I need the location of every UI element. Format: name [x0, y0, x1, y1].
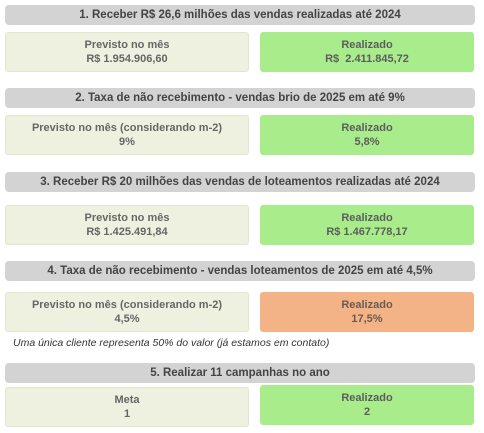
- kpi-1-title: 1. Receber R$ 26,6 milhões das vendas re…: [5, 5, 475, 25]
- kpi-2-title: 2. Taxa de não recebimento - vendas brio…: [5, 88, 475, 108]
- kpi-1-planned-label: Previsto no mês: [84, 39, 170, 51]
- kpi-5-actual-label: Realizado: [341, 392, 393, 404]
- kpi-3-planned-value: R$ 1.425.491,84: [86, 226, 168, 238]
- kpi-3-actual-value: R$ 1.467.778,17: [326, 226, 408, 238]
- kpi-4-planned-value: 4,5%: [114, 313, 140, 325]
- kpi-2-planned-label: Previsto no mês (considerando m-2): [31, 122, 223, 134]
- kpi-3-title: 3. Receber R$ 20 milhões das vendas de l…: [5, 172, 475, 192]
- kpi-4-planned-label: Previsto no mês (considerando m-2): [31, 299, 223, 311]
- kpi-1-actual-value: R$ 2.411.845,72: [325, 53, 409, 65]
- kpi-5-planned-label: Meta: [114, 394, 140, 406]
- kpi-1-planned-box: Previsto no mês R$ 1.954.906,60: [5, 32, 249, 72]
- kpi-4-title: 4. Taxa de não recebimento - vendas lote…: [5, 261, 475, 281]
- kpi-5-actual-value: 2: [363, 406, 371, 418]
- kpi-2-planned-box: Previsto no mês (considerando m-2) 9%: [5, 115, 249, 155]
- kpi-1-actual-box: Realizado R$ 2.411.845,72: [260, 32, 474, 72]
- kpi-4-actual-label: Realizado: [341, 299, 393, 311]
- kpi-2-actual-box: Realizado 5,8%: [260, 115, 474, 155]
- kpi-4-actual-box: Realizado 17,5%: [260, 292, 474, 332]
- kpi-2-actual-label: Realizado: [341, 122, 393, 134]
- kpi-3-actual-label: Realizado: [341, 212, 393, 224]
- kpi-2-planned-value: 9%: [119, 136, 135, 148]
- kpi-3-planned-label: Previsto no mês: [84, 212, 170, 224]
- kpi-4-note: Uma única cliente representa 50% do valo…: [13, 337, 330, 349]
- kpi-4-planned-box: Previsto no mês (considerando m-2) 4,5%: [5, 292, 249, 332]
- kpi-3-actual-box: Realizado R$ 1.467.778,17: [260, 205, 474, 245]
- kpi-1-planned-value: R$ 1.954.906,60: [86, 53, 168, 65]
- kpi-2-actual-value: 5,8%: [354, 136, 380, 148]
- kpi-3-planned-box: Previsto no mês R$ 1.425.491,84: [5, 205, 249, 245]
- kpi-4-actual-value: 17,5%: [351, 313, 383, 325]
- kpi-5-planned-value: 1: [123, 408, 131, 420]
- kpi-1-actual-label: Realizado: [341, 39, 393, 51]
- kpi-5-planned-box: Meta 1: [5, 387, 249, 427]
- kpi-5-actual-box: Realizado 2: [260, 385, 474, 425]
- kpi-5-title: 5. Realizar 11 campanhas no ano: [5, 363, 475, 383]
